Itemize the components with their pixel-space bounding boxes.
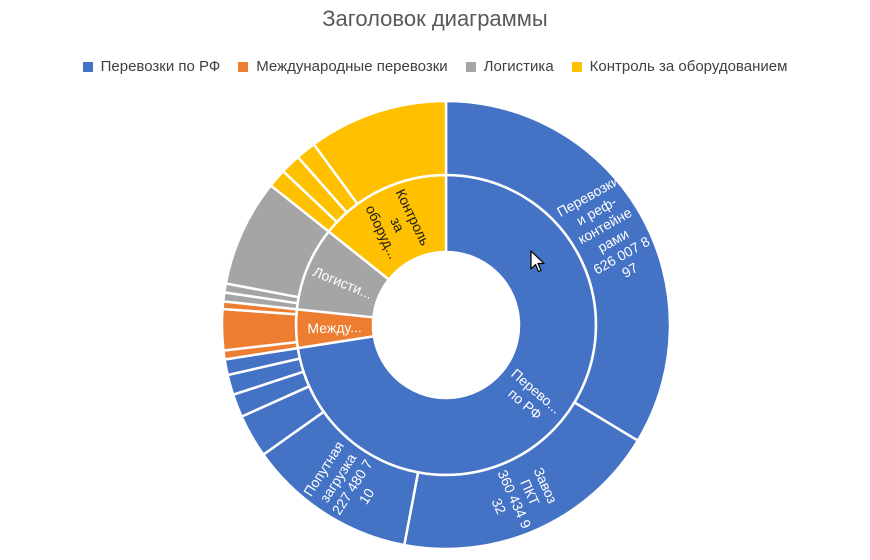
mouse-cursor-icon — [530, 250, 545, 273]
legend-item: Перевозки по РФ — [82, 58, 221, 75]
legend-label: Контроль за оборудованием — [589, 58, 788, 75]
chart-legend: Перевозки по РФ Международные перевозки Ло… — [0, 58, 870, 75]
label-line: 97 — [619, 259, 641, 281]
label-line: Между... — [307, 319, 362, 336]
legend-item: Логистика — [465, 58, 554, 75]
legend-swatch — [238, 61, 249, 72]
outer-ring — [220, 99, 672, 551]
legend-label: Логистика — [483, 58, 554, 75]
outer-ring-segment[interactable] — [444, 99, 672, 443]
legend-item: Контроль за оборудованием — [571, 58, 788, 75]
label-line: 32 — [489, 496, 510, 517]
legend-swatch — [82, 61, 93, 72]
inner_ring-segment-label: Между... — [307, 319, 362, 336]
outer-ring-segment[interactable] — [312, 99, 448, 206]
legend-label: Перевозки по РФ — [100, 58, 221, 75]
legend-swatch — [571, 61, 582, 72]
label-line: за — [387, 215, 408, 235]
legend-label: Международные перевозки — [256, 58, 448, 75]
outer-ring-segment[interactable] — [220, 307, 299, 352]
label-line: 10 — [356, 485, 378, 507]
legend-swatch — [465, 61, 476, 72]
legend-item: Международные перевозки — [238, 58, 448, 75]
chart-title: Заголовок диаграммы — [322, 6, 548, 31]
